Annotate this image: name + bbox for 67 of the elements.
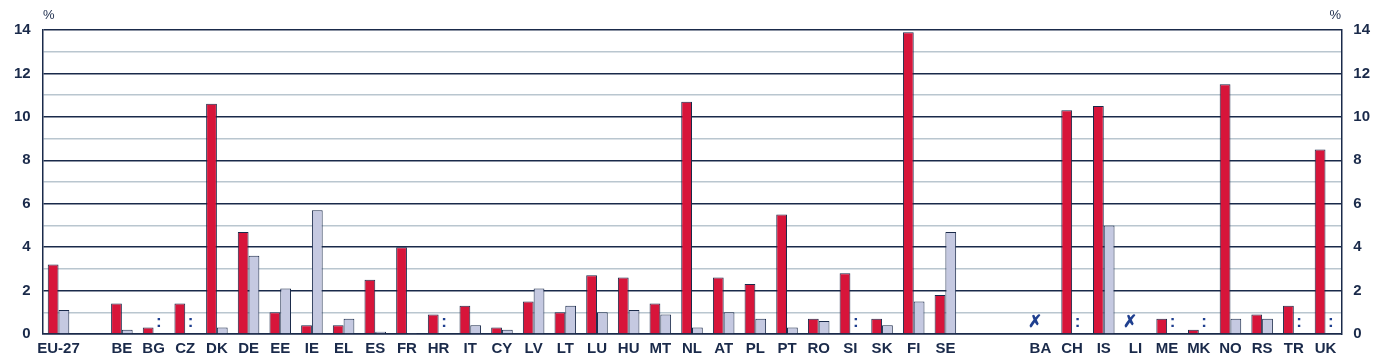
text: : (156, 311, 162, 331)
y-tick-label: 6 (22, 193, 31, 211)
x-tick-label: SE (935, 339, 956, 357)
x-tick-label: EU-27 (37, 339, 80, 357)
x-tick-label: EE (270, 339, 291, 357)
x-tick-label: IE (304, 339, 320, 357)
y-tick-label: 10 (14, 107, 31, 124)
text: : (852, 311, 859, 331)
text: : (1296, 311, 1303, 331)
y2-tick-label: 4 (1353, 237, 1363, 255)
y2-axis-title: % (1329, 7, 1342, 23)
x-tick-label: EL (334, 339, 354, 357)
x-tick-label: LU (586, 339, 607, 357)
x-tick-label: AT (714, 339, 734, 357)
x-tick-label: NO (1219, 339, 1243, 357)
y-tick-label: 14 (14, 20, 32, 38)
y-tick-label: 12 (14, 63, 31, 81)
text: ✗ (1123, 311, 1138, 331)
x-tick-label: MK (1187, 339, 1211, 357)
x-tick-label: PL (745, 339, 765, 357)
y2-tick-label: 0 (1353, 324, 1362, 342)
x-tick-label: ES (365, 339, 386, 357)
x-tick-label: PT (777, 339, 797, 357)
x-tick-label: TR (1283, 339, 1304, 357)
x-tick-label: MT (649, 339, 672, 357)
text: : (1201, 311, 1207, 331)
x-tick-label: RS (1251, 339, 1273, 357)
x-tick-label: DE (238, 339, 259, 357)
x-tick-label: SK (871, 339, 893, 357)
x-tick-label: UK (1314, 339, 1337, 357)
y-axis-title: % (42, 7, 55, 23)
x-tick-label: BE (111, 339, 133, 357)
x-tick-label: LT (556, 339, 574, 357)
x-tick-label: FI (907, 339, 921, 357)
text: : (1169, 311, 1176, 331)
y2-tick-label: 12 (1353, 63, 1370, 81)
x-tick-label: IS (1096, 339, 1111, 357)
x-tick-label: RO (807, 339, 831, 357)
y-tick-label: 4 (22, 237, 32, 255)
x-tick-label: CZ (175, 339, 196, 357)
y2-tick-label: 6 (1353, 193, 1362, 211)
x-tick-label: FR (396, 339, 418, 357)
y-tick-label: 2 (22, 280, 31, 298)
y-tick-label: 8 (22, 150, 31, 168)
y-tick-label: 0 (22, 324, 31, 342)
x-tick-label: SI (843, 339, 858, 357)
x-tick-label: NL (682, 339, 702, 357)
text: : (1328, 311, 1334, 331)
x-tick-label: IT (463, 339, 477, 357)
x-tick-label: BA (1029, 339, 1052, 357)
y2-tick-label: 2 (1353, 280, 1362, 298)
x-tick-label: CH (1061, 339, 1083, 357)
x-tick-label: LI (1128, 339, 1143, 357)
x-tick-label: DK (206, 339, 228, 357)
x-tick-label: LV (524, 339, 543, 357)
x-tick-label: HU (617, 339, 640, 357)
y2-tick-label: 8 (1353, 150, 1362, 168)
text: : (1074, 311, 1081, 331)
x-tick-label: HR (427, 339, 450, 357)
text: : (187, 311, 194, 331)
y2-tick-label: 10 (1353, 107, 1370, 124)
x-tick-label: BG (142, 339, 165, 357)
x-tick-label: CY (491, 339, 513, 357)
text: ✗ (1028, 311, 1043, 331)
x-tick-label: ME (1155, 339, 1179, 357)
y2-tick-label: 14 (1353, 20, 1371, 38)
text: : (441, 311, 447, 331)
